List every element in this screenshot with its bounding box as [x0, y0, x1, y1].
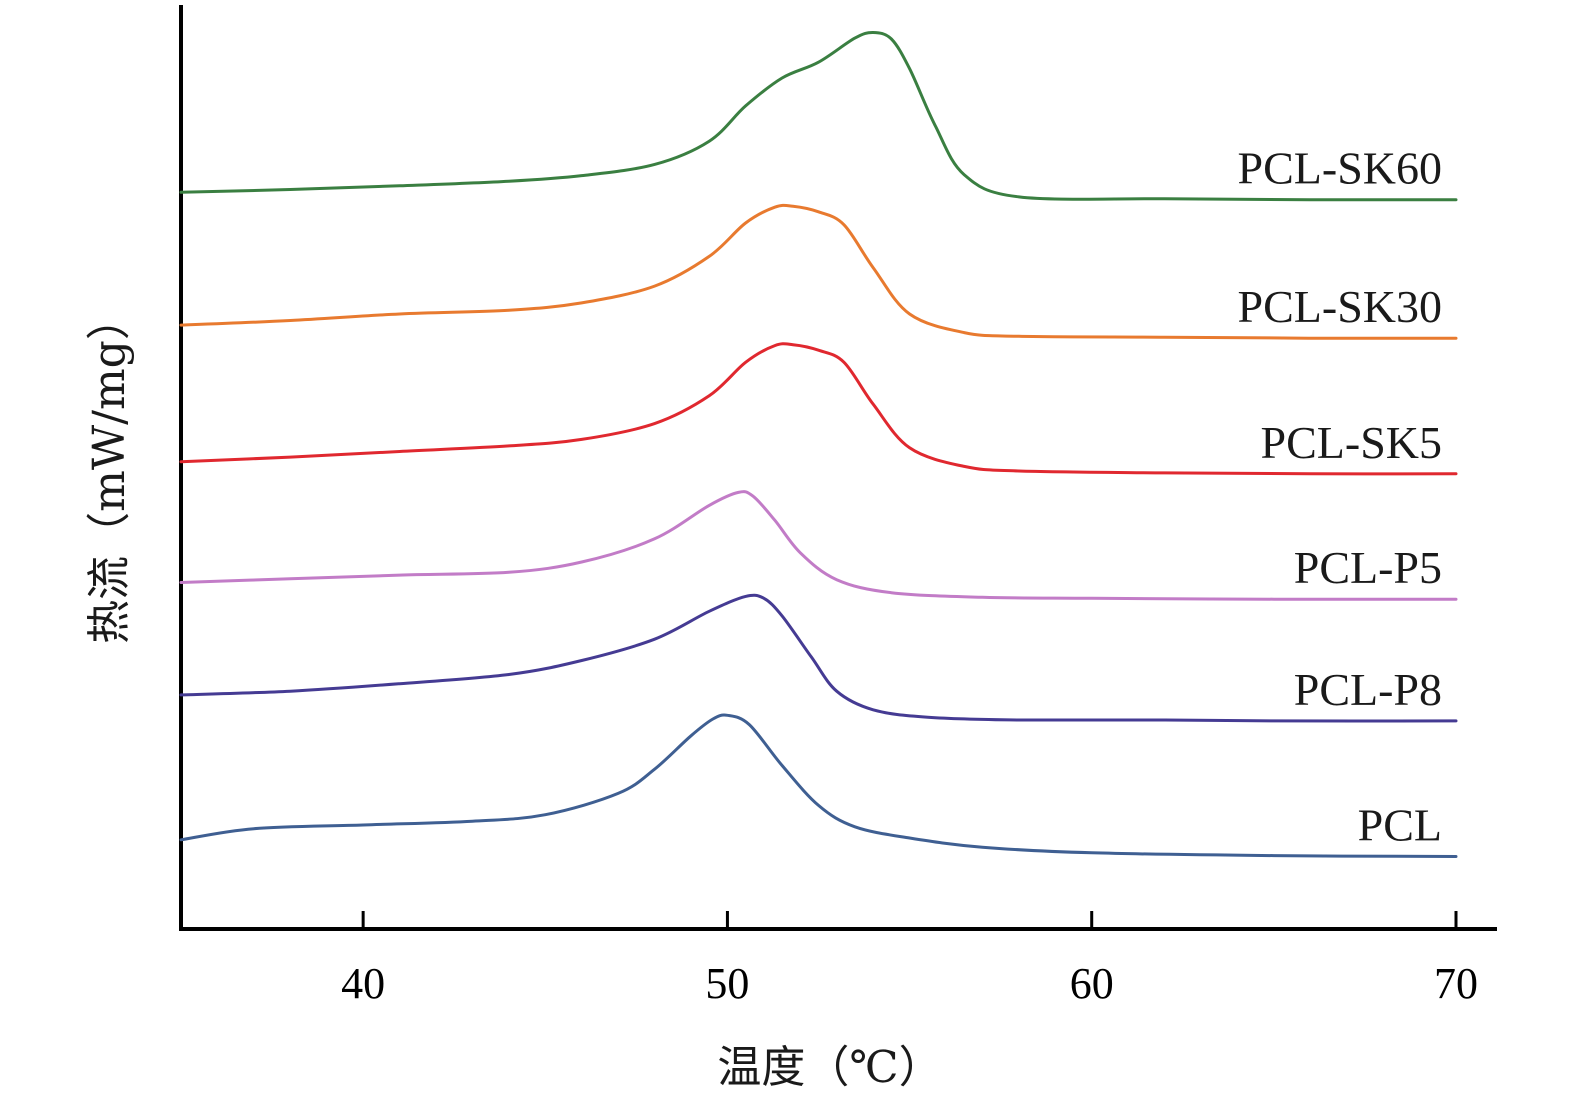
x-tick-label: 50 — [705, 959, 749, 1008]
series-label-pcl-sk30: PCL-SK30 — [1238, 281, 1442, 332]
x-ticks: 40 50 60 70 — [341, 911, 1478, 1008]
series-lines — [179, 30, 1458, 858]
series-label-pcl-sk60: PCL-SK60 — [1238, 143, 1442, 194]
x-tick-label: 60 — [1070, 959, 1114, 1008]
series-line-pcl-sk5 — [179, 342, 1458, 476]
series-label-pcl-p5: PCL-P5 — [1294, 542, 1442, 593]
x-tick-label: 70 — [1434, 959, 1478, 1008]
x-tick-label: 40 — [341, 959, 385, 1008]
x-axis-title: 温度（℃） — [717, 1042, 942, 1093]
series-line-pcl-p5 — [179, 490, 1458, 601]
y-axis-title: 热流（mW/mg） — [84, 296, 135, 644]
series-label-pcl-p8: PCL-P8 — [1294, 664, 1442, 715]
series-label-pcl-sk5: PCL-SK5 — [1261, 417, 1442, 468]
axes — [179, 5, 1497, 931]
series-labels: PCL PCL-P8 PCL-P5 PCL-SK5 PCL-SK30 PCL-SK60 — [1238, 143, 1442, 851]
series-line-pcl-sk60 — [179, 30, 1458, 202]
series-line-pcl-p8 — [179, 593, 1458, 723]
series-line-pcl-sk30 — [179, 203, 1458, 340]
series-line-pcl — [179, 713, 1458, 858]
series-label-pcl: PCL — [1358, 800, 1442, 851]
